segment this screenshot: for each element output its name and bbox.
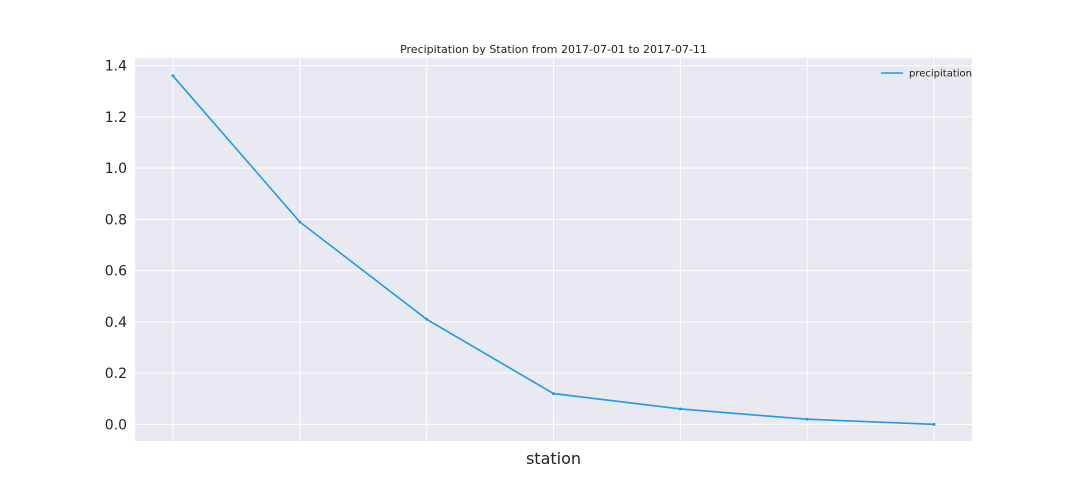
y-tick-label: 0.8 <box>105 212 127 228</box>
data-point <box>171 74 175 78</box>
data-point <box>425 317 429 321</box>
legend: precipitation <box>881 69 972 80</box>
y-tick-label: 1.2 <box>105 110 127 126</box>
y-tick-label: 1.4 <box>105 59 127 75</box>
series-layer <box>171 74 936 426</box>
legend-label: precipitation <box>909 69 972 80</box>
data-point <box>932 422 936 426</box>
y-tick-label: 0.0 <box>105 417 127 433</box>
grid <box>135 58 972 441</box>
data-point <box>552 392 555 396</box>
chart-title: Precipitation by Station from 2017-07-01… <box>400 43 707 56</box>
y-tick-label: 1.0 <box>105 161 127 177</box>
y-tick-label: 0.4 <box>105 315 127 331</box>
y-tick-label: 0.6 <box>105 264 127 280</box>
data-point <box>805 417 809 421</box>
data-point <box>298 220 302 224</box>
x-axis-label: station <box>526 449 581 468</box>
data-point <box>678 407 682 411</box>
y-tick-label: 0.2 <box>105 366 127 382</box>
y-axis-ticks: 0.0 0.2 0.4 0.6 0.8 1.0 1.2 1.4 <box>105 59 127 434</box>
